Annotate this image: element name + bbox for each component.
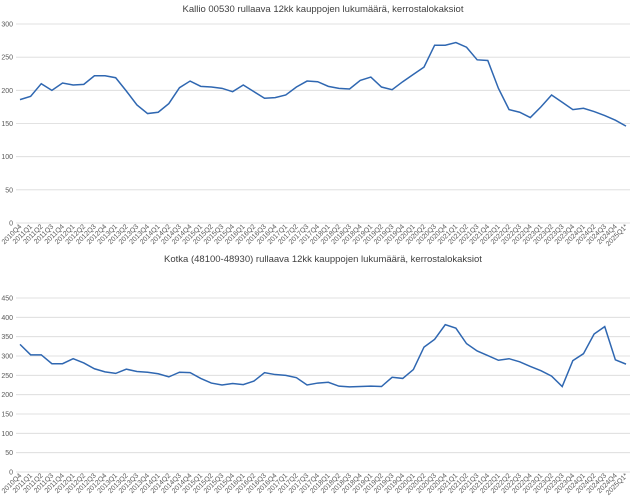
- y-tick-label: 150: [1, 121, 13, 128]
- y-tick-label: 50: [5, 450, 13, 457]
- y-tick-label: 50: [5, 187, 13, 194]
- y-tick-label: 100: [1, 431, 13, 438]
- y-tick-label: 200: [1, 88, 13, 95]
- y-tick-label: 300: [1, 22, 13, 29]
- y-tick-label: 200: [1, 392, 13, 399]
- y-tick-label: 400: [1, 315, 13, 322]
- y-tick-label: 0: [9, 470, 13, 477]
- y-tick-label: 450: [1, 296, 13, 303]
- y-tick-label: 100: [1, 154, 13, 161]
- chart-title: Kotka (48100-48930) rullaava 12kk kauppo…: [164, 254, 482, 265]
- y-tick-label: 350: [1, 334, 13, 341]
- y-tick-label: 300: [1, 354, 13, 361]
- chart-title: Kallio 00530 rullaava 12kk kauppojen luk…: [183, 4, 464, 15]
- y-tick-label: 0: [9, 221, 13, 228]
- line: [19, 41, 627, 127]
- y-tick-label: 250: [1, 55, 13, 62]
- y-tick-label: 250: [1, 373, 13, 380]
- y-tick-label: 150: [1, 412, 13, 419]
- line: [19, 323, 627, 388]
